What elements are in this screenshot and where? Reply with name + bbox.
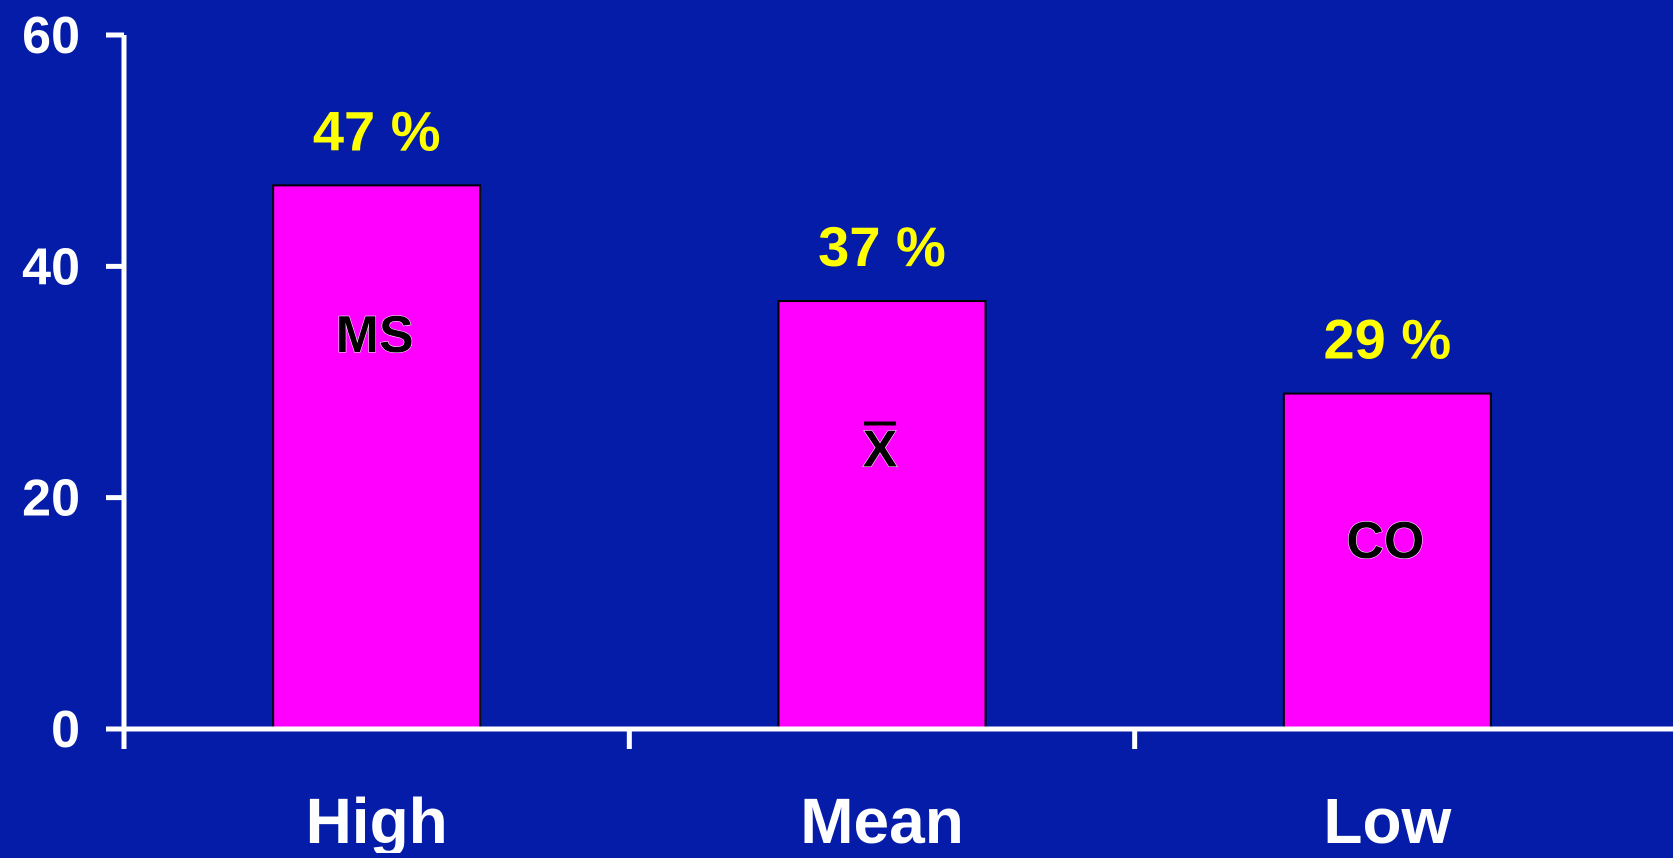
axes-layer: [106, 32, 1673, 749]
bar-inner-label: X: [863, 421, 898, 479]
bar-inner-label: MS: [336, 306, 414, 364]
bars-layer: [272, 184, 1492, 731]
data-label: 47 %: [313, 99, 441, 162]
x-tick-label: High: [306, 785, 448, 853]
labels-layer: 47 % MS High 37 % X Mean 29 % CO Low 0 20 40 60: [22, 7, 1452, 857]
y-tick-label: 0: [51, 701, 80, 759]
bar-high: [272, 184, 482, 731]
data-label: 29 %: [1324, 308, 1452, 371]
bar-low: [1282, 392, 1492, 730]
data-label: 37 %: [818, 215, 946, 278]
x-tick-label: Mean: [800, 785, 964, 853]
bar-inner-label: CO: [1346, 512, 1424, 570]
y-tick-label: 20: [22, 470, 80, 528]
bar-mean: [777, 300, 987, 730]
x-tick-label: Low: [1323, 785, 1451, 853]
y-tick-label: 60: [22, 7, 80, 65]
y-tick-label: 40: [22, 238, 80, 296]
